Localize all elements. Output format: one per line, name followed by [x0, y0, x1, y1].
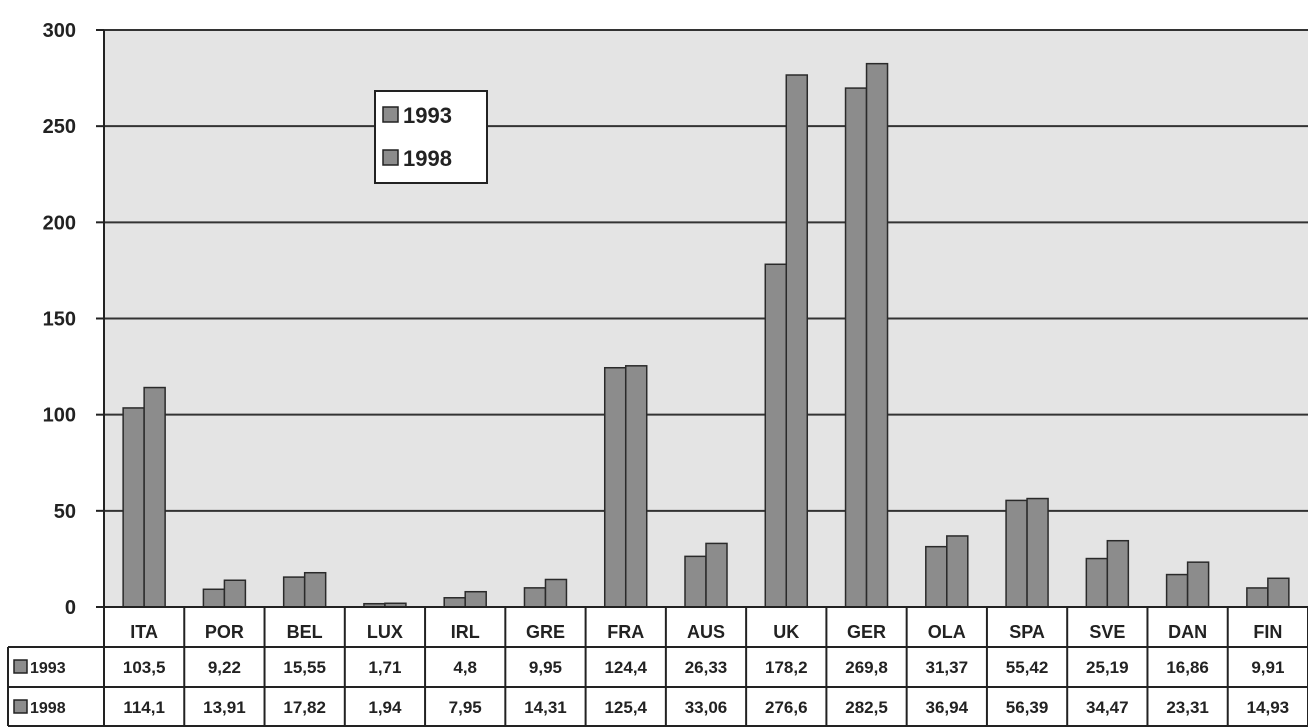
table-cell-1998-fra: 125,4: [604, 698, 647, 717]
data-table: ITA POR BEL LUX IRL GRE FRA AUS UK GER OLA SPA SVE DA…: [7, 606, 1308, 727]
y-tick-label: 200: [43, 212, 76, 234]
category-label-bel: BEL: [287, 622, 323, 642]
y-axis-ticks: 0 50 100 150 200 250 300: [43, 20, 104, 619]
bars: [122, 62, 1290, 608]
legend-label-1998: 1998: [403, 146, 452, 171]
category-label-sve: SVE: [1089, 622, 1125, 642]
legend-label-1993: 1993: [403, 103, 452, 128]
y-tick-label: 300: [43, 20, 76, 42]
table-cell-1998-spa: 56,39: [1006, 698, 1049, 717]
y-tick-label: 100: [43, 405, 76, 427]
table-cell-1998-por: 13,91: [203, 698, 246, 717]
category-label-dan: DAN: [1168, 622, 1207, 642]
y-tick-label: 50: [54, 501, 76, 523]
table-row-label-1993: 1993: [30, 660, 66, 677]
category-label-ger: GER: [847, 622, 886, 642]
bar-1993-aus: [684, 555, 707, 608]
bar-1998-uk: [785, 74, 809, 608]
bar-1998-gre: [544, 578, 568, 608]
table-cell-1993-uk: 178,2: [765, 658, 808, 677]
table-swatch-1993: [13, 659, 28, 674]
table-cell-1993-por: 9,22: [208, 658, 241, 677]
bar-1998-ola: [946, 535, 969, 608]
bar-1993-por: [202, 588, 226, 608]
category-label-gre: GRE: [526, 622, 565, 642]
bar-1998-fra: [624, 365, 648, 608]
bar-1998-sve: [1106, 539, 1130, 608]
legend-swatch-1993: [382, 106, 399, 123]
table-cell-1993-irl: 4,8: [453, 658, 477, 677]
bar-1993-spa: [1005, 499, 1028, 608]
category-label-ola: OLA: [928, 622, 966, 642]
table-cell-1998-aus: 33,06: [685, 698, 728, 717]
legend-swatch-1998: [382, 149, 399, 166]
table-cell-1998-gre: 14,31: [524, 698, 567, 717]
table-cell-1998-irl: 7,95: [449, 698, 482, 717]
table-cell-1998-sve: 34,47: [1086, 698, 1129, 717]
category-label-aus: AUS: [687, 622, 725, 642]
table-cell-1998-lux: 1,94: [368, 698, 402, 717]
bar-1998-ger: [865, 62, 889, 608]
table-cell-1993-ita: 103,5: [123, 658, 166, 677]
table-cell-1993-fin: 9,91: [1251, 658, 1284, 677]
bar-1993-irl: [443, 597, 466, 608]
table-cell-1993-spa: 55,42: [1006, 658, 1049, 677]
bar-1998-spa: [1026, 497, 1049, 608]
table-cell-1993-aus: 26,33: [685, 658, 728, 677]
gridlines: [104, 29, 1308, 512]
bar-1993-fra: [603, 366, 627, 608]
bar-1998-irl: [464, 590, 487, 608]
table-cell-1993-gre: 9,95: [529, 658, 562, 677]
bar-1993-dan: [1165, 573, 1189, 608]
bar-1993-ita: [122, 407, 145, 608]
bar-1993-ger: [844, 87, 868, 608]
table-cell-1993-dan: 16,86: [1166, 658, 1209, 677]
category-label-fin: FIN: [1253, 622, 1282, 642]
table-cell-1998-fin: 14,93: [1247, 698, 1290, 717]
table-cell-1993-lux: 1,71: [368, 658, 401, 677]
bar-1993-uk: [764, 263, 788, 608]
table-cell-1998-bel: 17,82: [283, 698, 326, 717]
table-cell-1998-ita: 114,1: [123, 698, 165, 717]
table-swatch-1998: [13, 699, 28, 714]
bar-1998-por: [223, 579, 247, 608]
bar-1993-bel: [282, 576, 306, 608]
table-cell-1998-ger: 282,5: [845, 698, 888, 717]
bar-1998-dan: [1186, 561, 1210, 608]
table-cell-1993-ger: 269,8: [845, 658, 888, 677]
category-label-ita: ITA: [130, 622, 158, 642]
table-cell-1993-ola: 31,37: [926, 658, 969, 677]
bar-1993-gre: [523, 587, 547, 608]
bar-1993-fin: [1246, 587, 1269, 608]
table-row-label-1998: 1998: [30, 700, 66, 717]
y-tick-label: 0: [65, 597, 76, 619]
bar-1993-ola: [925, 545, 948, 608]
bar-1993-sve: [1085, 557, 1109, 608]
category-label-por: POR: [205, 622, 244, 642]
legend: 1993 1998: [374, 90, 488, 184]
y-tick-label: 250: [43, 116, 76, 138]
table-cell-1993-fra: 124,4: [604, 658, 647, 677]
table-cell-1998-uk: 276,6: [765, 698, 808, 717]
table-cell-1998-dan: 23,31: [1166, 698, 1209, 717]
category-label-lux: LUX: [367, 622, 403, 642]
category-label-uk: UK: [773, 622, 799, 642]
table-cell-1993-bel: 15,55: [283, 658, 326, 677]
y-tick-label: 150: [43, 309, 76, 331]
bar-1998-aus: [705, 542, 728, 608]
category-label-spa: SPA: [1009, 622, 1045, 642]
table-cell-1998-ola: 36,94: [926, 698, 969, 717]
bar-1998-fin: [1267, 577, 1290, 608]
bar-1998-ita: [143, 386, 166, 608]
table-cell-1993-sve: 25,19: [1086, 658, 1129, 677]
bar-1998-bel: [303, 571, 327, 608]
category-label-fra: FRA: [607, 622, 644, 642]
category-label-irl: IRL: [451, 622, 480, 642]
